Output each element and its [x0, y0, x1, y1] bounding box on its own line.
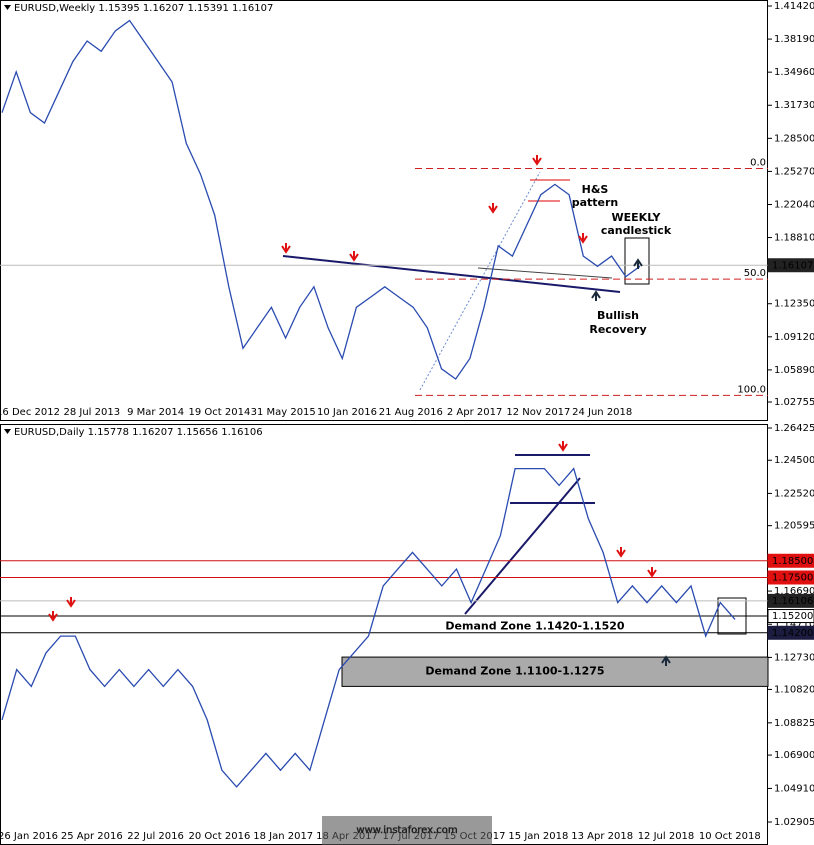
price-label-box: [767, 625, 814, 640]
y-tick-label: 1.31730: [774, 100, 814, 111]
arrow: [591, 290, 601, 301]
x-tick-label: 9 Mar 2014: [127, 407, 184, 418]
x-tick-label: 10 Jan 2016: [317, 407, 377, 418]
fib-label: 100.0: [737, 384, 766, 395]
x-tick-label: 15 Jan 2018: [508, 831, 568, 842]
price-line: [1, 467, 736, 788]
title-marker: [4, 429, 11, 434]
chart-title: EURUSD,Daily 1.15778 1.16207 1.15656 1.1…: [14, 427, 263, 438]
price-label: 1.16106: [772, 596, 813, 607]
y-tick-label: 1.18810: [774, 233, 814, 244]
x-tick-label: 12 Jul 2018: [638, 831, 695, 842]
x-tick-label: 28 Jul 2013: [63, 407, 120, 418]
annotation: candlestick: [601, 224, 672, 237]
arrow: [532, 155, 542, 166]
x-tick-label: 16 Dec 2012: [0, 407, 60, 418]
x-tick-label: 22 Jul 2016: [127, 831, 184, 842]
y-tick-label: 1.24500: [774, 455, 814, 466]
y-tick-label: 1.28500: [774, 133, 814, 144]
price-label-box: [767, 609, 814, 624]
x-tick-label: 19 Oct 2014: [188, 407, 250, 418]
arrow: [488, 203, 498, 214]
x-tick-label: 2 Apr 2017: [447, 407, 502, 418]
y-tick-label: 1.04910: [774, 783, 814, 794]
y-tick-label: 1.22040: [774, 199, 814, 210]
y-tick-label: 1.10820: [774, 684, 814, 695]
price-label-box: [767, 570, 814, 585]
zone-label: Demand Zone 1.1420-1.1520: [445, 619, 624, 632]
watermark: www.instaforex.com: [356, 825, 457, 836]
x-tick-label: 26 Jan 2016: [0, 831, 58, 842]
x-tick-label: 21 Aug 2016: [379, 407, 443, 418]
arrow: [48, 611, 58, 622]
annotation: WEEKLY: [612, 211, 662, 224]
x-tick-label: 25 Apr 2016: [61, 831, 123, 842]
arrow: [616, 547, 626, 558]
arrow: [647, 567, 657, 578]
y-tick-label: 1.25270: [774, 166, 814, 177]
arrow: [578, 233, 588, 244]
price-label: 1.18500: [772, 556, 813, 567]
price-label-box: [767, 553, 814, 568]
y-tick-label: 1.14710: [774, 619, 814, 630]
x-tick-label: 24 Jun 2018: [572, 407, 632, 418]
y-tick-label: 1.16690: [774, 586, 814, 597]
x-tick-label: 20 Oct 2016: [188, 831, 250, 842]
arrow: [558, 441, 568, 452]
trend-line: [282, 255, 621, 293]
chart-title: EURUSD,Weekly 1.15395 1.16207 1.15391 1.…: [14, 3, 273, 14]
candle-box: [624, 237, 650, 285]
title-marker: [4, 5, 11, 10]
y-tick-label: 1.22520: [774, 488, 814, 499]
price-label: 1.16107: [772, 260, 813, 271]
arrow: [66, 597, 76, 608]
x-tick-label: 12 Nov 2017: [506, 407, 570, 418]
annotation: H&S: [582, 183, 609, 196]
trend-line: [464, 477, 581, 615]
y-tick-label: 1.02755: [774, 397, 814, 408]
x-tick-label: 31 May 2015: [251, 407, 316, 418]
y-tick-label: 1.34960: [774, 67, 814, 78]
price-line: [1, 19, 641, 380]
fib-line: [419, 171, 541, 391]
fib-label: 0.0: [750, 158, 766, 169]
zone-label: Demand Zone 1.1100-1.1275: [425, 665, 604, 678]
y-tick-label: 1.12350: [774, 299, 814, 310]
arrow: [349, 251, 359, 262]
fib-label: 50.0: [744, 268, 766, 279]
y-tick-label: 1.05890: [774, 365, 814, 376]
annotation: pattern: [572, 196, 619, 209]
y-tick-label: 1.06900: [774, 750, 814, 761]
price-label: 1.14200: [772, 628, 813, 639]
y-tick-label: 1.26425: [774, 423, 814, 434]
demand-zone: [341, 656, 769, 687]
arrow: [281, 243, 291, 254]
price-label-box: [767, 593, 814, 608]
weekly-panel: [0, 0, 768, 421]
y-tick-label: 1.20595: [774, 521, 814, 532]
y-tick-label: 1.08825: [774, 718, 814, 729]
price-label-box: [767, 258, 814, 273]
y-tick-label: 1.38190: [774, 34, 814, 45]
x-tick-label: 13 Apr 2018: [571, 831, 633, 842]
y-tick-label: 1.41420: [774, 1, 814, 12]
arrow: [633, 258, 643, 269]
watermark-bg: [322, 816, 492, 845]
arrow: [661, 655, 671, 666]
neck-line: [477, 267, 613, 279]
y-tick-label: 1.02905: [774, 817, 814, 828]
price-label: 1.15200: [772, 611, 813, 622]
x-tick-label: 18 Jan 2017: [253, 831, 313, 842]
y-tick-label: 1.09120: [774, 332, 814, 343]
annotation: Bullish: [597, 309, 639, 322]
annotation: Recovery: [589, 323, 646, 336]
price-label: 1.17500: [772, 573, 813, 584]
x-tick-label: 10 Oct 2018: [699, 831, 761, 842]
y-tick-label: 1.12730: [774, 652, 814, 663]
